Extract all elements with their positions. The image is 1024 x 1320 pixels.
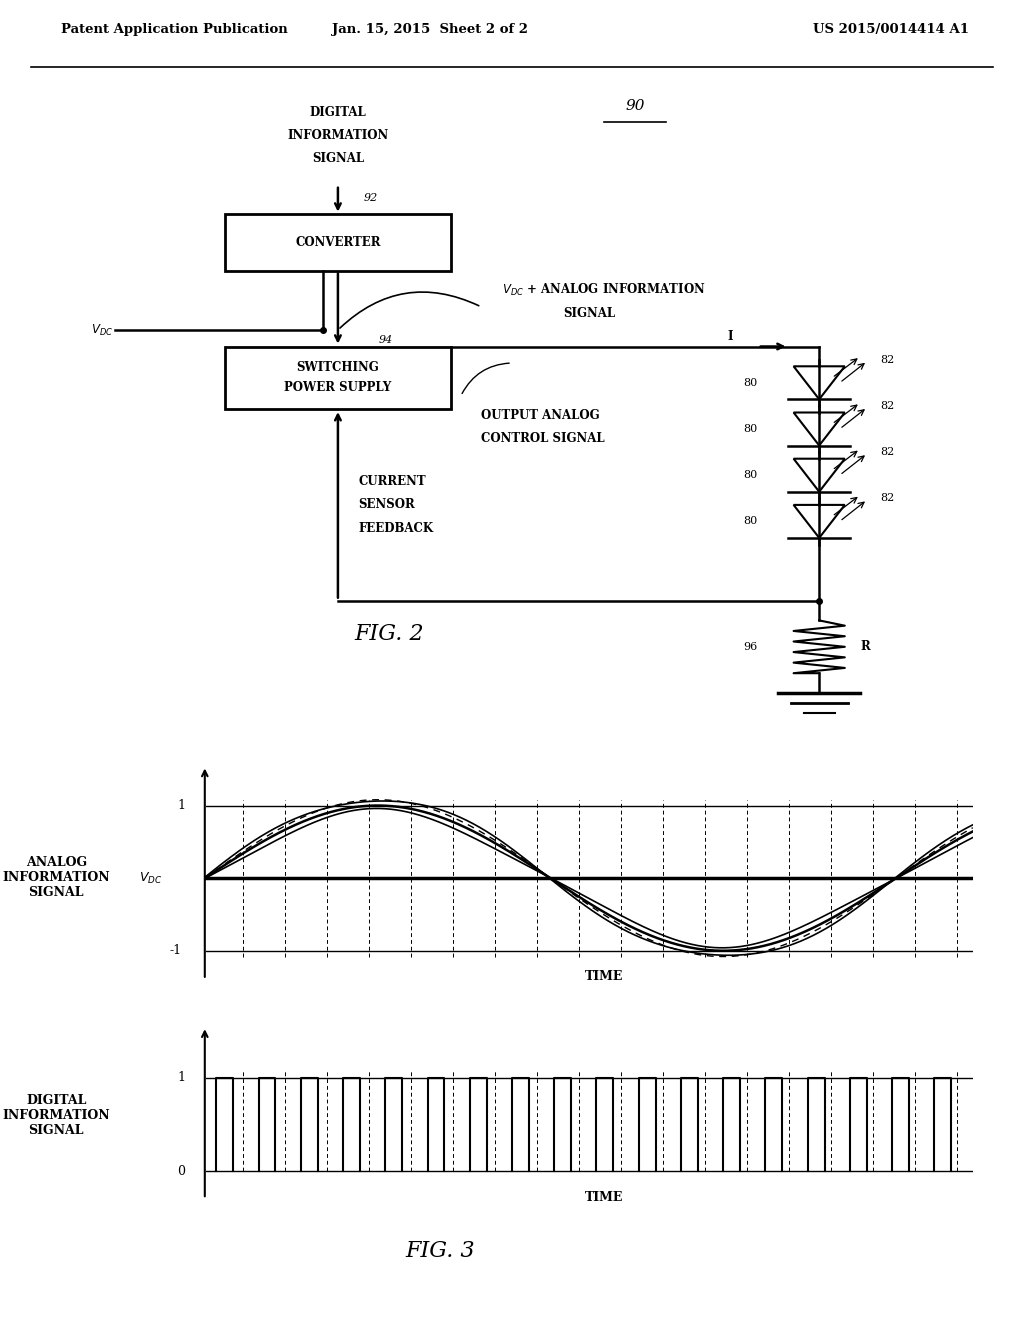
Text: SWITCHING: SWITCHING [297, 362, 379, 375]
Polygon shape [794, 459, 845, 492]
Text: INFORMATION: INFORMATION [288, 129, 388, 141]
Text: 80: 80 [743, 470, 758, 480]
Text: FIG. 2: FIG. 2 [354, 623, 424, 644]
Text: OUTPUT ANALOG: OUTPUT ANALOG [481, 409, 600, 422]
Text: CONTROL SIGNAL: CONTROL SIGNAL [481, 433, 605, 445]
Text: $V_{DC}$: $V_{DC}$ [90, 322, 113, 338]
Bar [225, 214, 451, 271]
Text: US 2015/0014414 A1: US 2015/0014414 A1 [813, 22, 969, 36]
Text: R: R [860, 640, 870, 653]
Text: 80: 80 [743, 424, 758, 434]
Text: $V_{DC}$: $V_{DC}$ [139, 871, 163, 886]
Text: CURRENT: CURRENT [358, 475, 426, 488]
Text: TIME: TIME [585, 1191, 624, 1204]
Text: CONVERTER: CONVERTER [295, 236, 381, 249]
Text: DIGITAL
INFORMATION
SIGNAL: DIGITAL INFORMATION SIGNAL [2, 1094, 111, 1137]
Text: I: I [727, 330, 732, 343]
Text: 94: 94 [379, 335, 393, 345]
Text: 82: 82 [881, 447, 895, 457]
Text: 92: 92 [364, 193, 378, 203]
Text: 80: 80 [743, 378, 758, 388]
Text: SENSOR: SENSOR [358, 499, 415, 511]
Text: 1: 1 [177, 799, 185, 812]
Text: POWER SUPPLY: POWER SUPPLY [285, 381, 391, 395]
Text: Jan. 15, 2015  Sheet 2 of 2: Jan. 15, 2015 Sheet 2 of 2 [332, 22, 528, 36]
Text: TIME: TIME [585, 970, 624, 982]
Text: DIGITAL: DIGITAL [309, 106, 367, 119]
Text: 82: 82 [881, 494, 895, 503]
Text: 80: 80 [743, 516, 758, 527]
Text: 0: 0 [177, 1164, 185, 1177]
Text: 82: 82 [881, 401, 895, 411]
Text: $V_{DC}$ + ANALOG INFORMATION: $V_{DC}$ + ANALOG INFORMATION [502, 282, 706, 298]
Text: 90: 90 [625, 99, 645, 112]
Bar [225, 346, 451, 409]
Text: ANALOG
INFORMATION
SIGNAL: ANALOG INFORMATION SIGNAL [2, 857, 111, 899]
Text: Patent Application Publication: Patent Application Publication [61, 22, 288, 36]
Text: FIG. 3: FIG. 3 [406, 1241, 475, 1262]
Text: SIGNAL: SIGNAL [563, 308, 615, 319]
Text: FEEDBACK: FEEDBACK [358, 521, 433, 535]
Text: SIGNAL: SIGNAL [312, 152, 364, 165]
Polygon shape [794, 366, 845, 399]
Text: 96: 96 [743, 642, 758, 652]
Polygon shape [794, 506, 845, 539]
Text: -1: -1 [170, 944, 182, 957]
Text: 1: 1 [177, 1072, 185, 1084]
Polygon shape [794, 412, 845, 446]
Text: 82: 82 [881, 355, 895, 364]
